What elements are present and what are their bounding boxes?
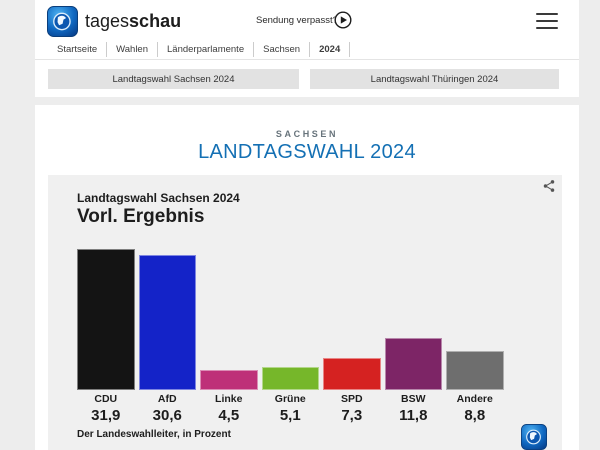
party-column-linke: Linke 4,5 [200,370,258,425]
party-column-afd: AfD 30,6 [138,255,196,425]
tagesschau-logo-icon[interactable] [47,6,78,37]
site-header: tagesschau Sendung verpasst? Startseite W… [35,0,579,97]
brand-second: schau [129,11,182,31]
party-label: SPD [340,393,363,405]
party-value: 5,1 [279,407,301,424]
share-icon[interactable] [542,179,556,193]
brand-first: tages [85,11,130,31]
party-column-cdu: CDU 31,9 [77,249,135,425]
party-label: BSW [401,393,426,405]
breadcrumb-item-startseite[interactable]: Startseite [48,41,108,57]
hamburger-menu-icon[interactable] [536,13,558,29]
party-column-bsw: BSW 11,8 [384,338,442,425]
bar-cdu [77,249,135,390]
party-label: AfD [157,393,177,405]
election-chart: Landtagswahl Sachsen 2024 Vorl. Ergebnis… [48,175,562,450]
tab-landtagswahl-sachsen[interactable]: Landtagswahl Sachsen 2024 [48,69,299,89]
play-icon[interactable] [334,11,352,29]
party-column-grüne: Grüne 5,1 [261,367,319,425]
region-eyebrow: SACHSEN [275,129,339,139]
bar-afd [138,255,196,390]
bar-chart: CDU 31,9 AfD 30,6 Linke 4,5 Grüne 5,1 SPD 7,3 BSW 1… [77,249,504,425]
page-title: LANDTAGSWAHL 2024 [198,141,416,163]
bar-linke [200,370,258,390]
party-value: 30,6 [152,407,182,424]
breadcrumb: Startseite Wahlen Länderparlamente Sachsen 2… [48,40,351,58]
main-content: SACHSEN LANDTAGSWAHL 2024 Landtagswahl S… [35,105,579,450]
party-label: Grüne [274,393,306,405]
party-value: 8,8 [464,407,486,424]
bar-spd [323,358,381,390]
party-value: 4,5 [218,407,240,424]
party-value: 7,3 [341,407,363,424]
sendung-verpasst-link[interactable]: Sendung verpasst? [256,15,338,26]
tab-landtagswahl-thueringen[interactable]: Landtagswahl Thüringen 2024 [310,69,559,89]
party-value: 31,9 [91,407,121,424]
party-label: CDU [94,393,118,405]
party-column-spd: SPD 7,3 [323,358,381,425]
brand-wordmark[interactable]: tagesschau [85,11,181,32]
breadcrumb-item-sachsen[interactable]: Sachsen [254,41,311,57]
party-label: Andere [456,393,493,405]
chart-source: Der Landeswahlleiter, in Prozent [77,429,231,440]
bar-andere [446,351,504,390]
bar-grüne [261,367,319,390]
chart-title: Vorl. Ergebnis [77,206,205,227]
chart-kicker: Landtagswahl Sachsen 2024 [77,191,240,205]
header-divider [35,59,579,60]
breadcrumb-item-länderparlamente[interactable]: Länderparlamente [158,41,255,57]
breadcrumb-item-2024: 2024 [310,41,351,57]
party-value: 11,8 [399,407,428,424]
party-label: Linke [215,393,243,405]
bar-bsw [384,338,442,390]
party-column-andere: Andere 8,8 [446,351,504,425]
tagesschau-watermark-icon [521,424,547,450]
breadcrumb-item-wahlen[interactable]: Wahlen [107,41,158,57]
